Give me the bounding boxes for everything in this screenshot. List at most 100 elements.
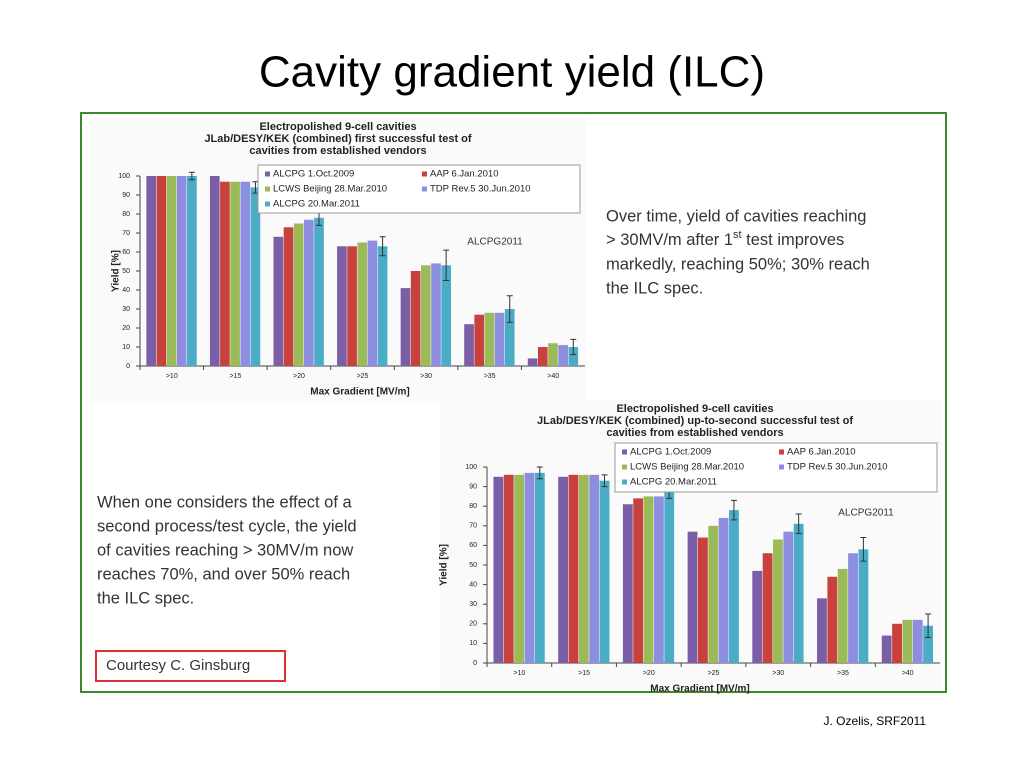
chart-title: Electropolished 9-cell cavities [616,403,773,415]
bar [568,347,579,366]
x-axis-label: Max Gradient [MV/m] [310,387,409,398]
chart-title: cavities from established vendors [249,145,426,157]
bar [514,474,525,663]
bar [474,314,485,366]
y-axis-label: Yield [%] [111,250,122,292]
chart-title: JLab/DESY/KEK (combined) up-to-second su… [537,415,853,427]
legend-label: TDP Rev.5 30.Jun.2010 [787,462,888,473]
bar [923,625,934,663]
note-part: test improves [742,231,845,249]
courtesy-box [95,650,286,682]
y-tick-label: 100 [465,464,477,471]
bar [400,288,411,366]
x-tick-label: >35 [484,373,496,380]
legend-label: AAP 6.Jan.2010 [430,169,499,180]
note-sup: st [733,229,742,241]
bar [687,531,698,663]
note: > 30MV/m after 1st test improves [606,229,844,249]
bar [314,217,324,366]
error-bar [925,613,932,639]
legend-swatch [265,171,270,177]
y-tick-label: 80 [122,211,130,218]
x-tick-label: >40 [902,670,914,677]
legend-swatch [622,464,627,470]
bar [209,176,220,366]
bar [146,176,157,366]
legend-swatch [622,449,627,455]
legend-label: ALCPG 1.Oct.2009 [630,447,711,458]
bar [653,496,664,663]
x-tick-label: >10 [513,670,525,677]
bar [773,539,783,663]
x-tick-label: >10 [166,373,178,380]
bar [250,187,261,366]
bar [589,474,600,663]
bar [837,568,848,663]
x-tick-label: >35 [837,670,849,677]
legend-label: LCWS Beijing 28.Mar.2010 [630,462,744,473]
bar [708,525,719,663]
y-tick-label: 70 [122,230,130,237]
error-bar [860,537,867,562]
footer: J. Ozelis, SRF2011 [824,714,927,728]
bar [230,181,240,366]
legend-label: LCWS Beijing 28.Mar.2010 [273,184,387,195]
legend-swatch [265,186,270,192]
x-tick-label: >25 [708,670,720,677]
bar [817,598,827,663]
x-tick-label: >40 [547,373,559,380]
annotation: ALCPG2011 [838,508,894,519]
courtesy: Courtesy C. Ginsburg [106,657,250,674]
legend-label: ALCPG 1.Oct.2009 [273,169,354,180]
bar [524,472,535,663]
bar [752,570,763,663]
bar [664,492,675,663]
error-bar [730,499,737,521]
bar [848,553,858,663]
note: the ILC spec. [606,279,703,297]
annotation: ALCPG2011 [467,237,523,248]
legend-swatch [779,449,784,455]
legend-swatch [422,171,427,177]
legend-swatch [265,201,270,207]
x-tick-label: >20 [293,373,305,380]
y-tick-label: 30 [122,306,130,313]
note: second process/test cycle, the yield [97,517,357,535]
error-bar [570,338,577,356]
bar [578,474,589,663]
bar [166,176,177,366]
bar [410,271,421,366]
bar [718,517,729,663]
y-tick-label: 40 [469,581,477,588]
bar [697,537,708,663]
y-tick-label: 40 [122,287,130,294]
y-tick-label: 10 [122,344,130,351]
y-tick-label: 70 [469,523,477,530]
y-tick-label: 10 [469,640,477,647]
x-tick-label: >25 [357,373,369,380]
error-bar [379,236,386,257]
bar [892,623,902,663]
bar [283,227,294,366]
x-axis-label: Max Gradient [MV/m] [650,684,749,695]
legend-swatch [779,464,784,470]
chart-title: JLab/DESY/KEK (combined) first successfu… [204,133,471,145]
error-bar [506,295,513,323]
bar [367,240,378,366]
y-axis-label: Yield [%] [439,544,450,586]
bar [568,474,579,663]
bar [220,181,230,366]
note: of cavities reaching > 30MV/m now [97,541,353,559]
bar [783,531,794,663]
x-tick-label: >30 [772,670,784,677]
bar [240,181,251,366]
bar [537,347,548,366]
legend-swatch [622,479,627,485]
bar [534,472,545,663]
bar [357,242,368,366]
bar [156,176,167,366]
bar [187,176,197,366]
y-tick-label: 20 [469,621,477,628]
bar [881,635,892,663]
